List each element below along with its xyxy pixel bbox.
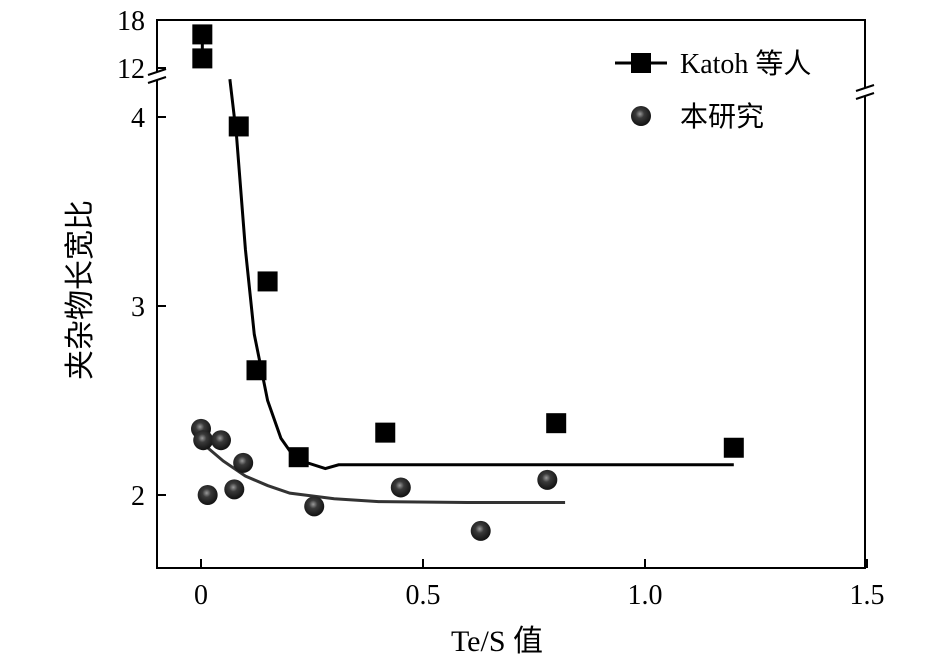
present-study-point (210, 430, 231, 451)
legend-label-katoh: Katoh 等人 (680, 48, 811, 80)
axis-break-mark (855, 84, 875, 92)
x-tick-label: 0.5 (406, 580, 441, 611)
katoh-point (546, 413, 567, 434)
present-study-point (537, 469, 558, 490)
axes: 0 0.5 1.0 1.5 2 3 4 12 18 (117, 6, 885, 611)
y-tick-label: 4 (131, 103, 145, 134)
y-axis-label: 夹杂物长宽比 (64, 200, 97, 380)
present-study-point (197, 485, 218, 505)
data-points (191, 24, 744, 541)
katoh-point (375, 422, 396, 443)
fit-lines (200, 34, 734, 505)
y-tick-label: 2 (131, 481, 145, 512)
plot-frame (156, 19, 866, 569)
axis-break-mark (147, 68, 167, 76)
y-tick-label: 18 (117, 6, 145, 37)
legend-sphere-icon (631, 106, 651, 126)
katoh-point (192, 48, 213, 69)
katoh-point (257, 271, 278, 292)
axis-break-gap-right (857, 88, 873, 96)
x-tick-label: 1.0 (628, 580, 663, 611)
axis-break-mark (147, 76, 167, 84)
x-tick-label: 0 (194, 580, 208, 611)
x-axis-label: Te/S 值 (451, 625, 543, 658)
fit-line-present-study (204, 444, 566, 505)
katoh-point (246, 360, 267, 381)
present-study-point (304, 496, 325, 517)
present-study-point (193, 430, 214, 451)
axis-break-mark (855, 92, 875, 100)
legend-label-present-study: 本研究 (680, 101, 764, 133)
legend-square-icon (631, 53, 651, 73)
katoh-point (288, 447, 309, 468)
katoh-point (723, 437, 744, 458)
present-study-point (233, 452, 254, 473)
katoh-point (192, 24, 213, 45)
y-tick-label: 3 (131, 292, 145, 323)
x-tick-label: 1.5 (850, 580, 885, 611)
present-study-point (470, 520, 491, 541)
present-study-point (224, 479, 245, 500)
axis-break-gap-left (149, 72, 165, 80)
present-study-point (390, 477, 411, 498)
y-tick-label: 12 (117, 54, 145, 85)
fit-line-katoh (228, 79, 734, 471)
katoh-point (228, 116, 249, 137)
